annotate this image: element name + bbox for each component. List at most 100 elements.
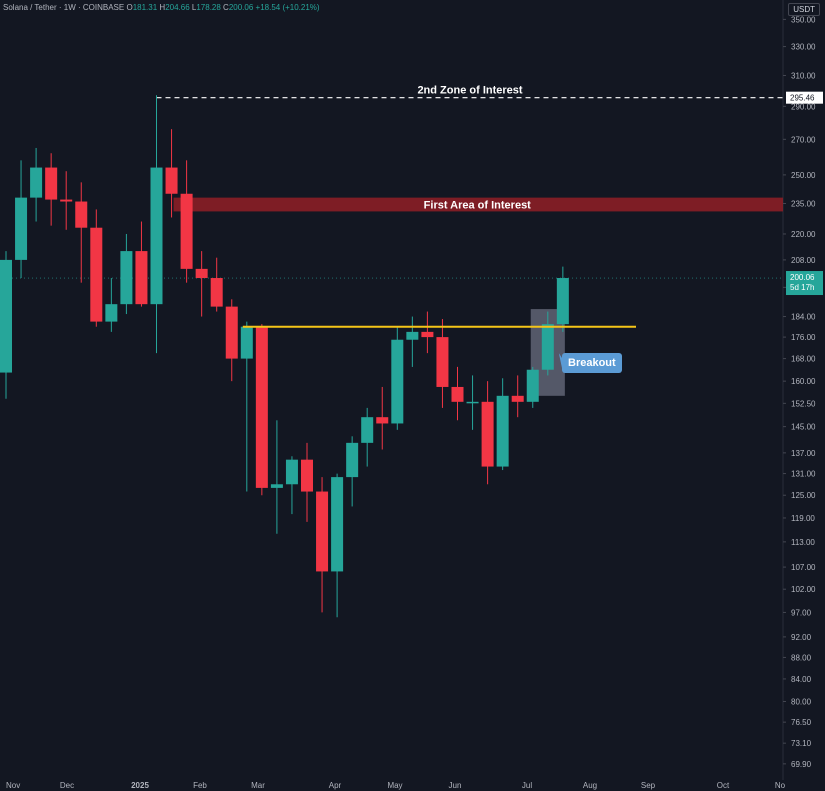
candle-body [541,324,554,370]
candle-body [180,193,193,269]
y-tick-label: 92.00 [791,633,812,642]
y-tick-label: 270.00 [791,135,816,144]
y-tick-label: 119.00 [791,514,815,523]
candle-body [60,199,73,202]
y-tick-label: 88.00 [791,653,812,662]
x-axis-label: Dec [60,781,74,790]
high-label: H [159,3,166,12]
candle-body [195,268,208,279]
close-label: C [223,3,229,12]
y-tick-label: 235.00 [791,199,816,208]
high-value: 204.66 [165,3,190,12]
candle-body [210,278,223,307]
y-tick-label: 184.00 [791,313,816,322]
candle-body [165,167,178,194]
x-axis-label: May [387,781,402,790]
open-label: O [126,3,133,12]
candle-body [331,477,344,572]
candle-body [135,251,148,305]
candle-body [556,278,569,325]
candle-body [225,306,238,359]
candle-body [451,386,464,402]
y-tick-label: 290.00 [791,102,816,111]
y-tick-label: 107.00 [791,563,816,572]
open-value: 181.31 [132,3,158,12]
y-tick-label: 250.00 [791,171,816,180]
y-tick-label: 102.00 [791,585,816,594]
current-price-badge [786,271,823,296]
x-axis-label: Oct [717,781,730,790]
candle-body [316,491,329,572]
candle-body [0,259,12,373]
candle-body [285,459,298,485]
x-axis-label: Nov [6,781,20,790]
current-price-label: 200.06 [790,273,815,282]
y-tick-label: 84.00 [791,675,812,684]
y-tick-label: 137.00 [791,449,816,458]
y-tick-label: 152.50 [791,399,816,408]
candle-body [270,484,283,488]
y-tick-label: 69.90 [791,760,812,769]
candle-body [346,442,359,478]
y-tick-label: 176.00 [791,333,816,342]
candle-body [150,167,163,305]
x-axis-label: No [775,781,786,790]
y-tick-label: 131.00 [791,470,816,479]
candle-body [526,369,539,402]
y-tick-label: 160.00 [791,377,816,386]
candle-body [30,167,43,198]
candle-body [75,201,88,228]
low-label: L [191,3,197,12]
x-axis-label: 2025 [131,781,149,790]
y-tick-label: 76.50 [791,718,812,727]
y-tick-label: 73.10 [791,739,812,748]
second-zone-price-badge [786,91,823,104]
x-axis-label: Apr [329,781,342,790]
candle-body [301,459,313,492]
symbol-title: Solana / Tether · 1W · COINBASE [3,3,125,12]
y-tick-label: 330.00 [791,43,816,52]
currency-button[interactable]: USDT [788,3,820,16]
candle-body [120,251,133,305]
candle-body [90,227,103,322]
x-axis-label: Sep [641,781,656,790]
candle-body [105,304,118,322]
chart-header: Solana / Tether · 1W · COINBASE O181.31 … [3,3,320,12]
y-tick-label: 97.00 [791,608,812,617]
y-tick-label: 168.00 [791,355,816,364]
close-value: 200.06 [228,3,254,12]
candle-body [466,401,479,404]
x-axis-label: Aug [583,781,597,790]
y-tick-label: 125.00 [791,491,816,500]
x-axis-label: Jun [449,781,462,790]
candle-body [45,167,58,200]
y-tick-label: 220.00 [791,230,816,239]
y-tick-label: 80.00 [791,697,812,706]
candle-body [391,339,404,424]
y-tick-label: 145.00 [791,423,816,432]
candle-body [436,337,449,387]
candle-body [240,326,253,359]
breakout-label: Breakout [562,353,622,373]
candle-body [361,417,374,443]
breakout-pointer [558,353,562,368]
second-zone-label: 2nd Zone of Interest [417,85,522,97]
y-tick-label: 208.00 [791,256,816,265]
y-tick-label: 350.00 [791,15,816,24]
y-tick-label: 113.00 [791,538,815,547]
first-area-label: First Area of Interest [424,200,532,212]
candle-body [376,417,389,424]
x-axis-label: Mar [251,781,265,790]
candle-body [255,326,268,488]
second-zone-price-label: 295.46 [790,94,815,103]
candle-body [481,401,494,467]
candle-body [15,197,28,260]
low-value: 178.28 [196,3,221,12]
x-axis-label: Jul [522,781,532,790]
countdown-label: 5d 17h [790,283,814,292]
first-area-zone [173,197,784,212]
candle-body [406,331,419,340]
candle-body [421,331,434,338]
